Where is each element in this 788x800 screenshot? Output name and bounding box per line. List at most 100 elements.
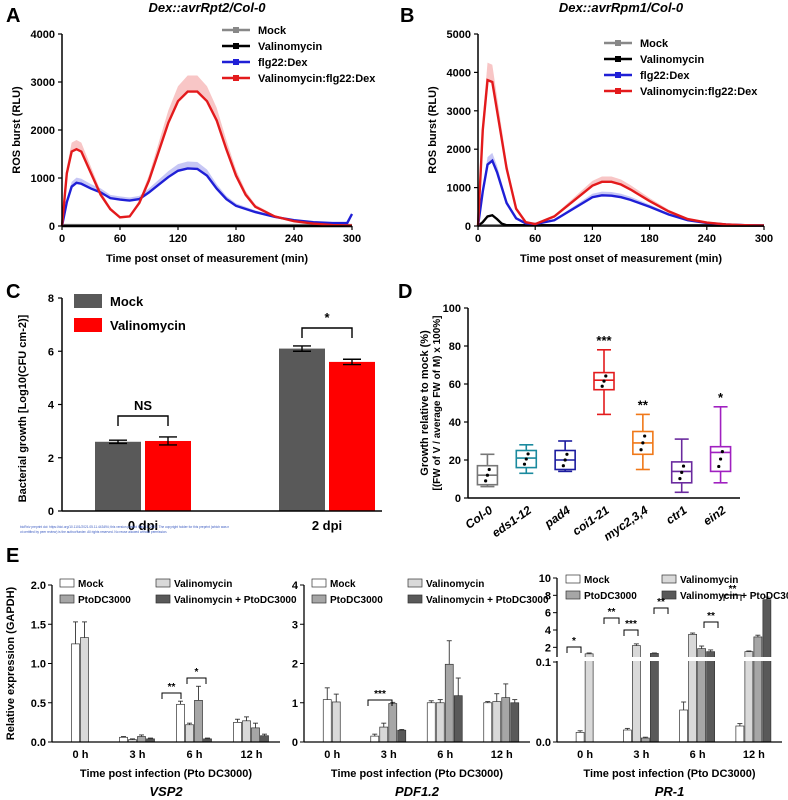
y-tick-label: 10 (539, 573, 551, 585)
x-tick-label: 180 (227, 233, 245, 245)
bar (322, 699, 332, 743)
x-axis-label: Time post infection (Pto DC3000) (331, 768, 503, 780)
panel-b-line-chart: Dex::avrRpm1/Col-00 60 120 180 240 3000100020… (427, 0, 773, 265)
legend-label: Mock (584, 575, 610, 586)
legend-label: Mock (640, 38, 669, 50)
bar (379, 726, 389, 743)
x-tick-label: ctr1 (663, 503, 689, 527)
legend-marker (615, 40, 621, 46)
bar (145, 440, 191, 511)
bar (501, 697, 511, 743)
y-tick-label: 0.1 (536, 657, 551, 669)
significance-bracket (186, 677, 207, 684)
x-tick-label: pad4 (541, 503, 573, 531)
y-tick-label: 1000 (447, 183, 471, 195)
x-axis-label: Time post infection (Pto DC3000) (80, 768, 252, 780)
legend-label: Valinomycin:flg22:Dex (258, 73, 376, 85)
y-tick-label: 5000 (447, 29, 471, 41)
axis-break (551, 657, 782, 661)
bar (71, 643, 80, 743)
significance-label: ** (657, 597, 665, 608)
significance-label: ** (608, 607, 616, 618)
series-line (476, 78, 765, 227)
legend-label: Valinomycin (110, 318, 186, 333)
y-tick-label: 2.0 (31, 580, 46, 592)
x-tick-label: 300 (343, 233, 361, 245)
legend-swatch (565, 590, 581, 600)
bar (679, 709, 688, 743)
y-axis-label: ROS burst (RLU) (427, 86, 439, 174)
bar (388, 703, 398, 743)
data-point (561, 464, 565, 468)
legend-marker (615, 72, 621, 78)
y-tick-label: 0.5 (31, 698, 46, 710)
data-point (563, 458, 567, 462)
bar (95, 441, 141, 511)
panel-label-a: A (6, 5, 20, 27)
x-tick-label: 0 dpi (128, 518, 158, 533)
legend-swatch (155, 578, 171, 588)
legend-label: flg22:Dex (258, 57, 308, 69)
y-tick-label: 3000 (447, 106, 471, 118)
legend-swatch (407, 578, 423, 588)
legend-label: Valinomycin (426, 579, 484, 590)
y-tick-label: 0 (48, 506, 54, 518)
x-axis-label: Time post onset of measurement (min) (520, 253, 722, 265)
x-tick-label: myc2,3,4 (601, 503, 651, 544)
x-tick-label: ein2 (701, 503, 729, 528)
bar (510, 702, 520, 743)
bar (279, 348, 325, 511)
panel-a-line-chart: Dex::avrRpt2/Col-00 60 120 180 240 3000100020… (11, 0, 376, 265)
legend-label: PtoDC3000 (584, 591, 637, 602)
significance-label: *** (374, 689, 386, 700)
data-point (522, 462, 527, 466)
significance-bracket (623, 629, 639, 636)
significance-label: * (195, 667, 199, 678)
bar (397, 729, 407, 743)
gene-name: VSP2 (149, 784, 183, 799)
legend-label: flg22:Dex (640, 70, 690, 82)
significance-label: *** (596, 333, 612, 348)
y-tick-label: 100 (443, 303, 461, 315)
legend-label: Valinomycin + PtoDC3000 (174, 595, 297, 606)
data-point (681, 464, 686, 468)
preprint-footnote: bioRxiv preprint doi: https://doi.org/10… (20, 525, 229, 529)
data-point (720, 450, 724, 454)
y-tick-label: 80 (449, 341, 461, 353)
significance-bracket (653, 607, 669, 614)
y-tick-label: 4 (292, 580, 299, 592)
y-tick-label: 40 (449, 417, 461, 429)
y-tick-label: 8 (545, 590, 551, 602)
legend-label: Valinomycin (258, 41, 322, 53)
bar (444, 663, 454, 743)
significance-label: ** (168, 682, 176, 693)
legend-swatch (311, 594, 327, 604)
legend-swatch (311, 578, 327, 588)
bar (119, 736, 128, 743)
x-tick-label: 300 (755, 233, 773, 245)
panel-label-c: C (6, 281, 20, 303)
significance-bracket (603, 617, 620, 624)
legend-label: Valinomycin + PtoDC3000 (680, 591, 788, 602)
y-tick-label: 3000 (31, 77, 55, 89)
bar (331, 701, 341, 743)
panel-c-bar-chart: 0 2 4 6 8 0 dpi 2 dpi Bacterial growth [Log10(C… (17, 293, 382, 534)
legend-marker (233, 59, 239, 65)
legend-swatch (74, 318, 102, 332)
bar (453, 695, 463, 743)
series-line (60, 90, 353, 227)
x-tick-label: 6 h (187, 749, 203, 761)
x-tick-label: 0 h (577, 749, 593, 761)
x-tick-label: eds1-12 (489, 503, 534, 540)
data-point (678, 477, 682, 481)
y-axis-label: Bacterial growth [Log10(CFU cm-2)] (17, 314, 29, 502)
bar (744, 651, 754, 743)
bar (584, 653, 594, 743)
x-tick-label: 3 h (633, 749, 649, 761)
panel-e-pr1-chart: 0 h 3 h 6 h 12 h 0.0 0.1 2 4 6 8 10 Time post infec… (536, 573, 788, 799)
x-axis-label: Time post infection (Pto DC3000) (583, 768, 755, 780)
significance-label: ** (729, 584, 737, 595)
data-point (485, 473, 490, 477)
bar (233, 722, 242, 743)
legend-label: Valinomycin + PtoDC3000 (426, 595, 549, 606)
